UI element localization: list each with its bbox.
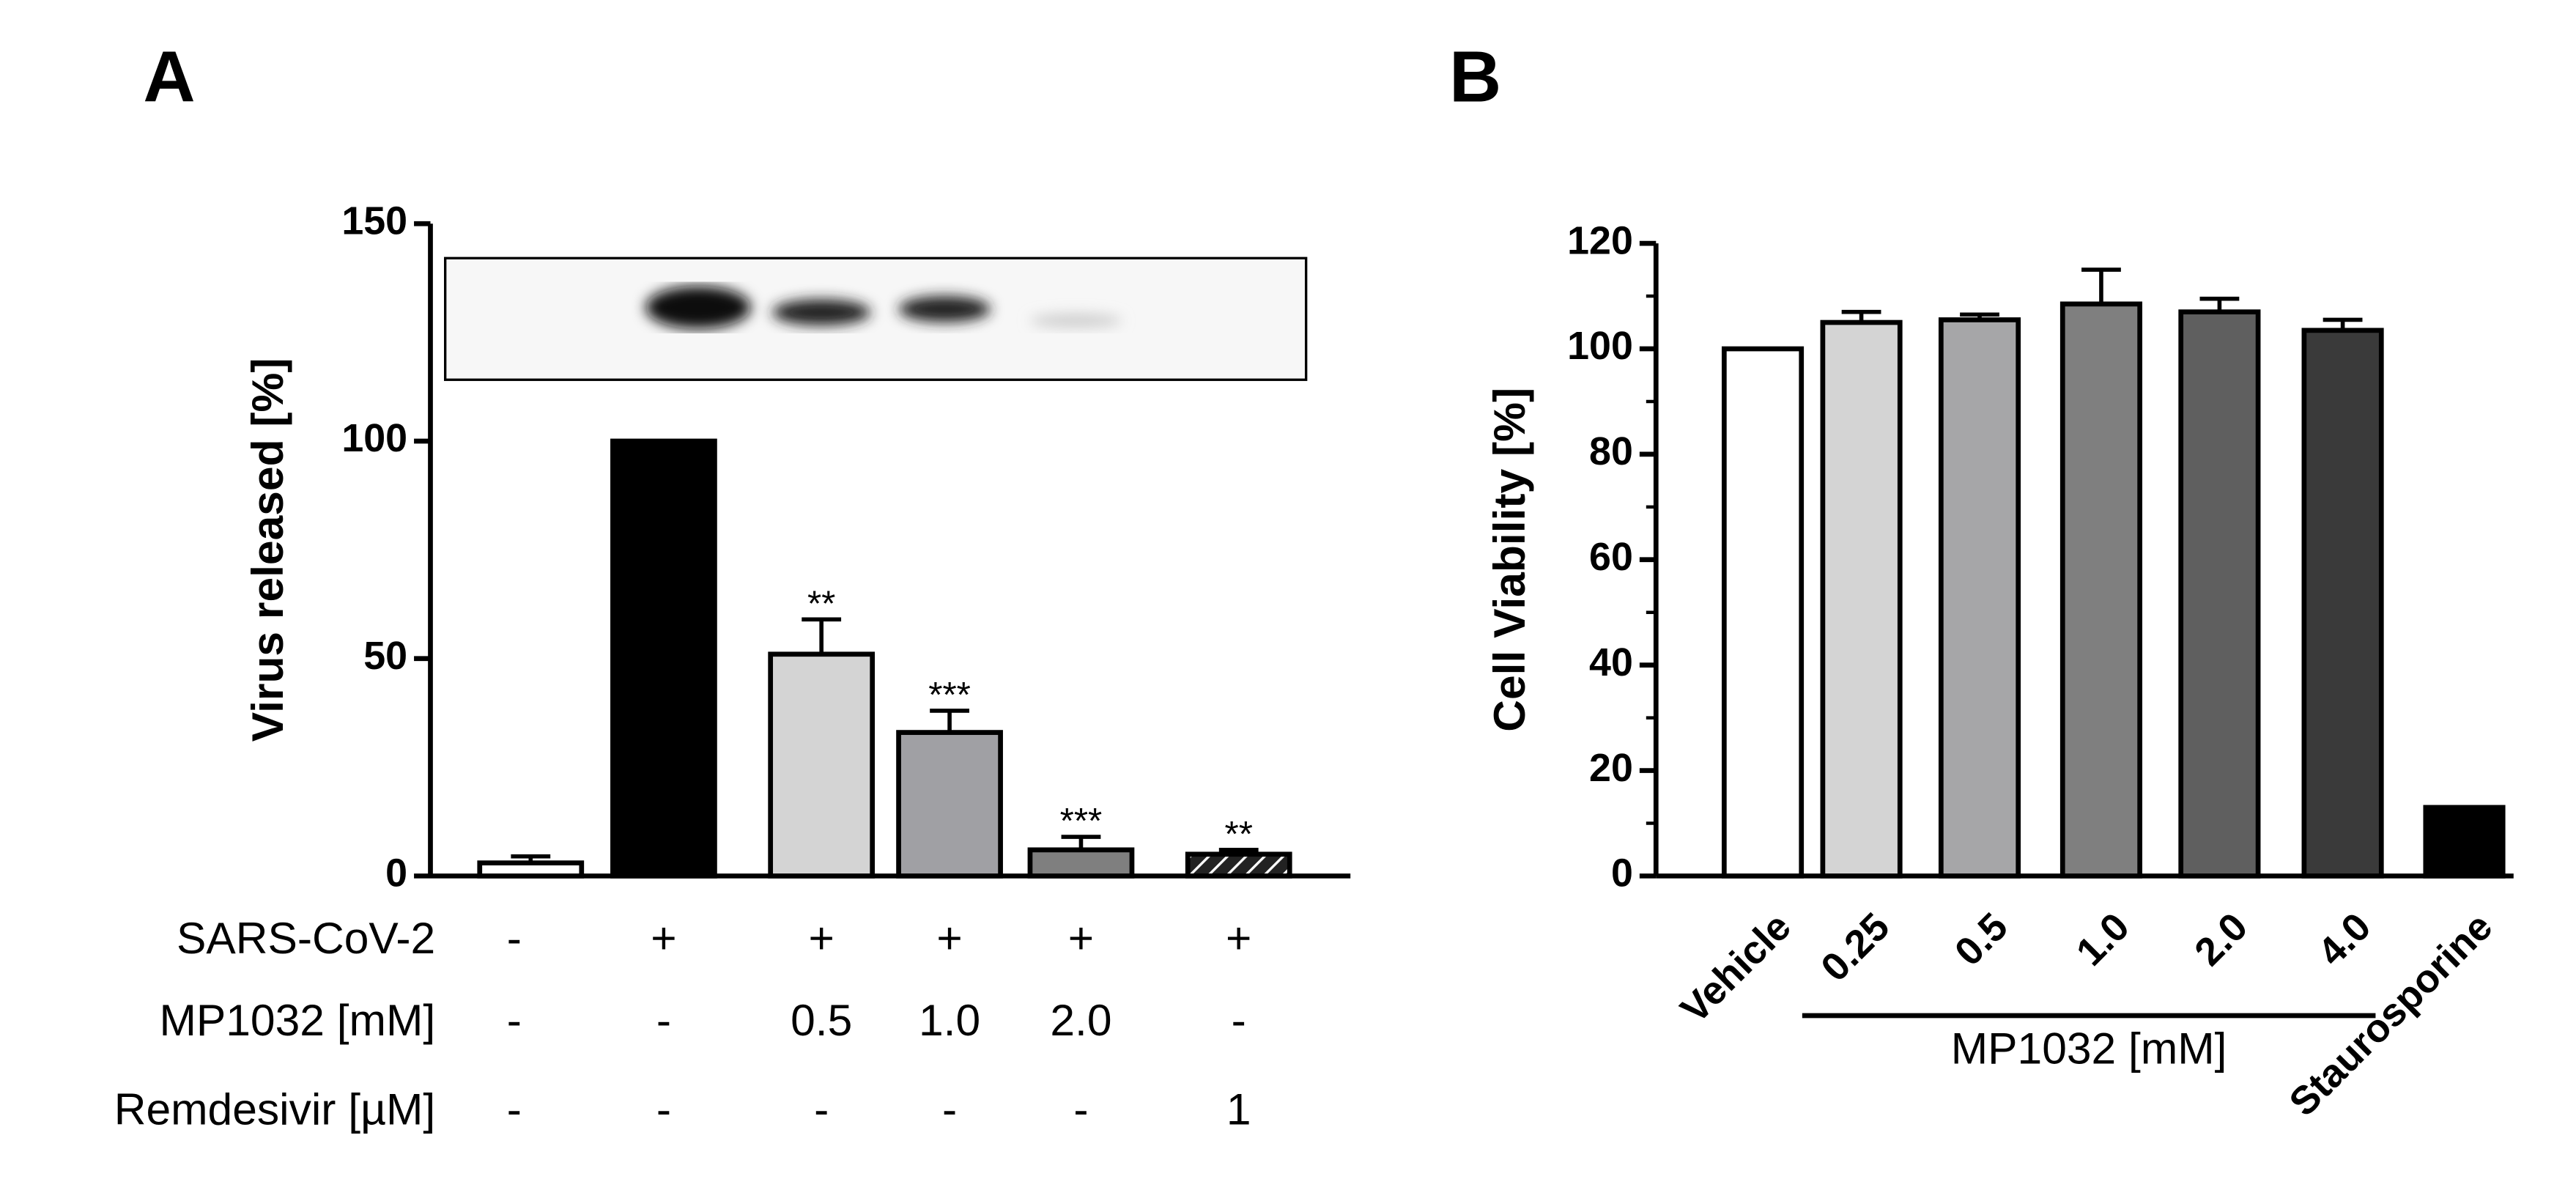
row-cell: + <box>808 913 834 963</box>
bar <box>2059 301 2143 879</box>
y-tick-label: 40 <box>1589 640 1633 684</box>
group-label: MP1032 [mM] <box>1951 1023 2227 1073</box>
row-cell: 1.0 <box>919 995 980 1045</box>
bar <box>1820 319 1903 879</box>
bar <box>610 438 717 879</box>
y-tick-label: 120 <box>1567 218 1633 262</box>
bar <box>896 730 1003 879</box>
x-tick-label: 1.0 <box>2068 904 2138 974</box>
row-cell: + <box>1068 913 1094 963</box>
significance-label: *** <box>1060 801 1103 841</box>
bar <box>768 651 876 879</box>
row-label: Remdesivir [µM] <box>114 1084 435 1134</box>
significance-label: *** <box>928 675 971 715</box>
y-tick-label: 0 <box>1611 851 1633 895</box>
significance-label: ** <box>807 583 835 624</box>
blot-inset <box>443 256 1308 381</box>
row-cell: 0.5 <box>791 995 852 1045</box>
x-tick-label: Vehicle <box>1672 904 1799 1032</box>
bar <box>477 860 585 879</box>
y-tick-label: 100 <box>341 416 407 460</box>
row-cell: + <box>651 913 676 963</box>
y-axis-label: Virus released [%] <box>243 358 292 742</box>
bar <box>2301 328 2384 879</box>
row-cell: - <box>656 995 671 1045</box>
x-tick-label: 0.25 <box>1813 904 1898 989</box>
bar <box>1185 851 1292 879</box>
bar <box>1938 317 2021 879</box>
bar <box>1027 847 1135 879</box>
y-axis-label: Cell Viability [%] <box>1484 388 1534 732</box>
row-cell: 1 <box>1226 1084 1251 1134</box>
panel-label: A <box>143 36 195 117</box>
row-cell: - <box>1232 995 1246 1045</box>
bar <box>1721 346 1805 879</box>
bar <box>2423 805 2506 879</box>
row-cell: - <box>814 1084 829 1134</box>
x-tick-label: 2.0 <box>2186 904 2256 974</box>
row-cell: + <box>936 913 962 963</box>
row-cell: - <box>942 1084 957 1134</box>
x-tick-label: 4.0 <box>2309 904 2379 974</box>
y-tick-label: 100 <box>1567 324 1633 368</box>
y-tick-label: 50 <box>363 634 407 678</box>
row-cell: - <box>507 913 522 963</box>
y-tick-label: 80 <box>1589 429 1633 473</box>
significance-label: ** <box>1225 814 1253 854</box>
row-label: MP1032 [mM] <box>159 995 435 1045</box>
row-cell: - <box>1073 1084 1088 1134</box>
row-cell: - <box>656 1084 671 1134</box>
row-cell: + <box>1226 913 1251 963</box>
panel-label: B <box>1449 36 1501 117</box>
x-tick-label: 0.5 <box>1947 904 2016 974</box>
row-cell: - <box>507 995 522 1045</box>
y-tick-label: 60 <box>1589 535 1633 579</box>
y-tick-label: 150 <box>341 199 407 243</box>
row-cell: 2.0 <box>1050 995 1111 1045</box>
row-cell: - <box>507 1084 522 1134</box>
y-tick-label: 0 <box>385 851 407 895</box>
row-label: SARS-CoV-2 <box>177 913 435 963</box>
y-tick-label: 20 <box>1589 746 1633 790</box>
bar <box>2178 309 2261 879</box>
